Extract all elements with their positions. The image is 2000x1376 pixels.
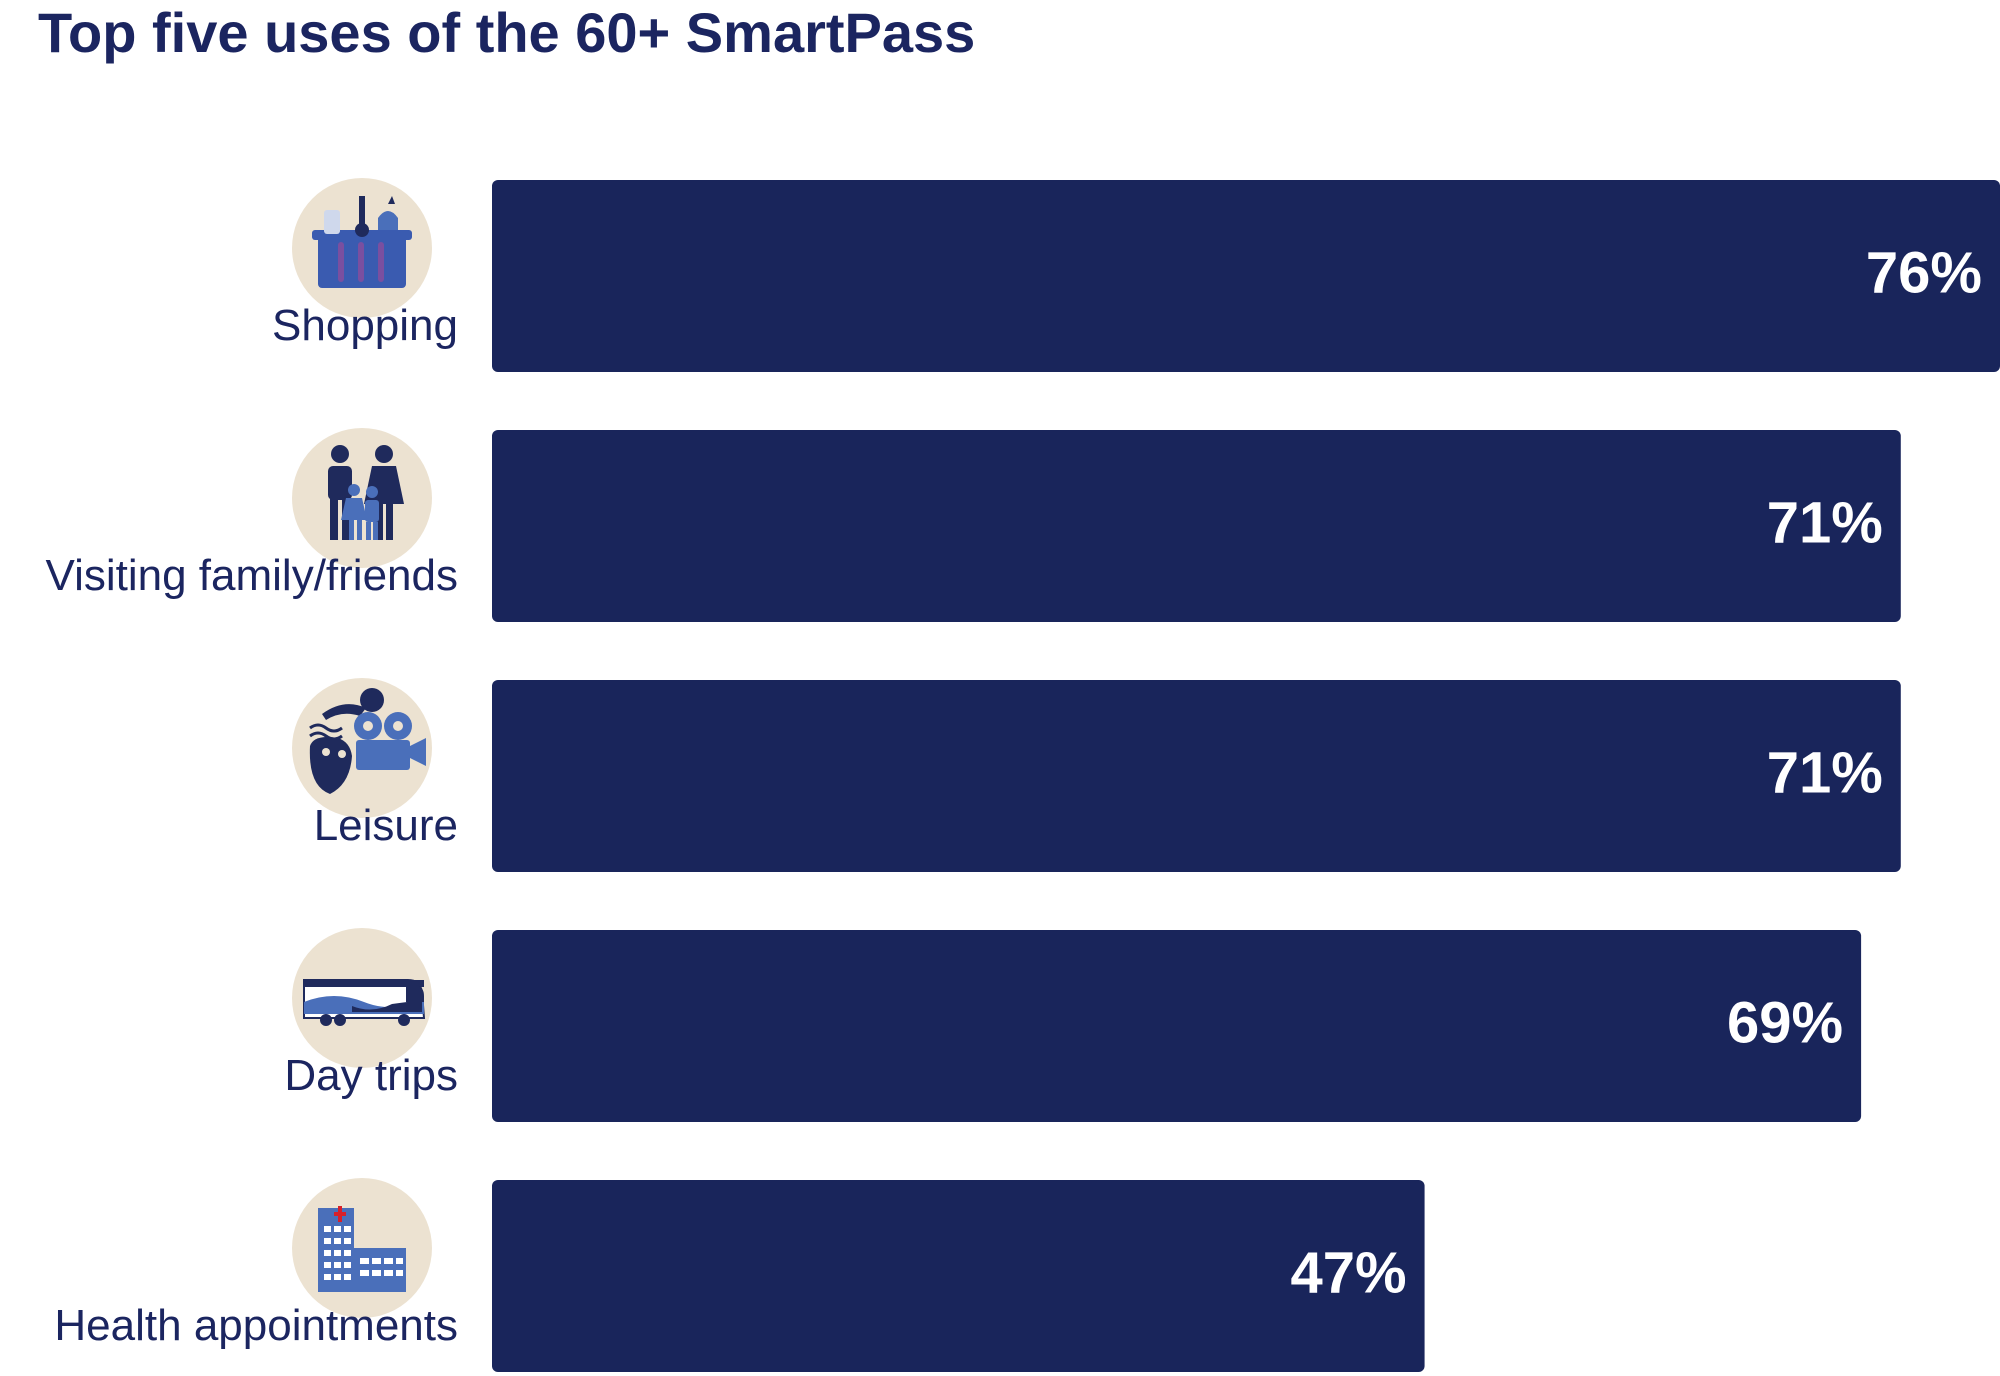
bar-group: 69% Day trips bbox=[284, 928, 1862, 1122]
bar bbox=[492, 930, 1862, 1122]
category-label: Visiting family/friends bbox=[46, 551, 458, 600]
bar bbox=[492, 430, 1901, 622]
category-label: Day trips bbox=[284, 1051, 458, 1100]
hospital-icon bbox=[292, 1178, 432, 1318]
chart-title: Top five uses of the 60+ SmartPass bbox=[38, 1, 976, 64]
category-label: Leisure bbox=[314, 801, 458, 850]
bar-group: 71% Leisure bbox=[292, 678, 1901, 872]
bar bbox=[492, 180, 2000, 372]
bar-value-label: 69% bbox=[1727, 990, 1843, 1055]
bar bbox=[492, 680, 1901, 872]
category-label: Shopping bbox=[272, 301, 458, 350]
category-label: Health appointments bbox=[54, 1301, 458, 1350]
bar-value-label: 76% bbox=[1866, 240, 1982, 305]
bar-group: 71% Visiting family/friends bbox=[46, 428, 1901, 622]
shopping-basket-icon bbox=[292, 178, 432, 318]
coach-bus-icon bbox=[292, 928, 432, 1068]
bar-value-label: 47% bbox=[1290, 1240, 1406, 1305]
bar-value-label: 71% bbox=[1767, 490, 1883, 555]
bar-value-label: 71% bbox=[1767, 740, 1883, 805]
family-icon bbox=[292, 428, 432, 568]
bar bbox=[492, 1180, 1425, 1372]
bar-group: 47% Health appointments bbox=[54, 1178, 1425, 1372]
leisure-icon bbox=[292, 678, 432, 818]
bar-group: 76% Shopping bbox=[272, 178, 2000, 372]
